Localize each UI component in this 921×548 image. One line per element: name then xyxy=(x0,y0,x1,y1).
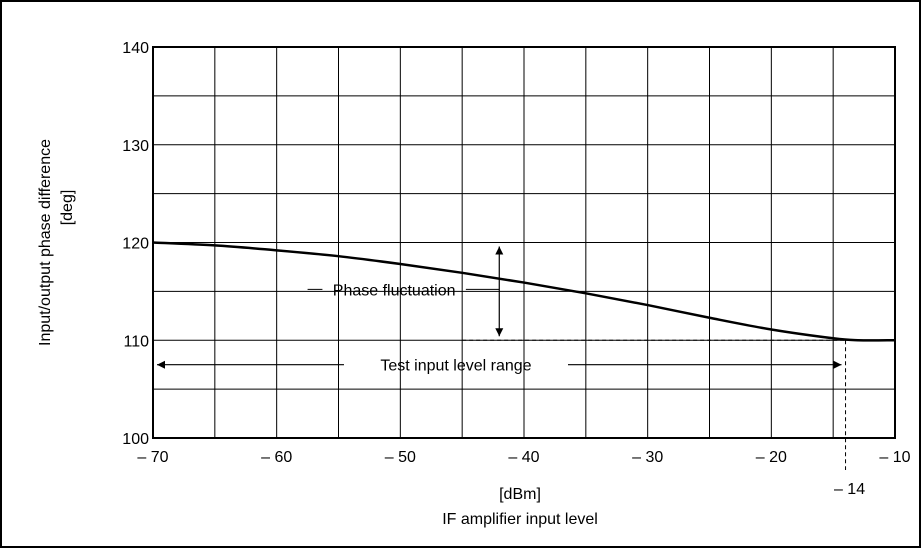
arrowhead xyxy=(157,360,165,369)
x-tick-label: – 70 xyxy=(137,449,168,466)
arrowhead xyxy=(495,328,504,337)
marker-label: – 14 xyxy=(834,481,865,498)
y-tick-label: 100 xyxy=(122,431,149,448)
x-tick-label: – 30 xyxy=(632,449,663,466)
x-tick-label: – 40 xyxy=(508,449,539,466)
y-tick-label: 140 xyxy=(122,40,149,57)
arrowhead xyxy=(833,360,842,369)
y-axis-unit: [deg] xyxy=(59,190,76,226)
y-tick-label: 130 xyxy=(122,138,149,155)
x-axis-label: IF amplifier input level xyxy=(442,511,598,528)
grid-lines xyxy=(153,47,895,438)
x-axis-unit: [dBm] xyxy=(499,486,541,503)
annotation-test-range: Test input level range xyxy=(380,358,531,375)
x-tick-label: – 50 xyxy=(385,449,416,466)
annotation-guides xyxy=(153,242,847,470)
x-tick-label: – 20 xyxy=(756,449,787,466)
arrowhead xyxy=(495,246,504,255)
series-line-phase-difference xyxy=(152,241,896,342)
x-tick-label: – 10 xyxy=(879,449,910,466)
annotation-phase-fluctuation: Phase fluctuation xyxy=(333,282,456,299)
x-axis-ticks: – 70 – 60 – 50 – 40 – 30 – 20 – 10 xyxy=(137,449,910,466)
y-axis-ticks: 100 110 120 130 140 xyxy=(122,40,149,448)
y-tick-label: 110 xyxy=(123,333,149,350)
y-axis-label: Input/output phase difference xyxy=(37,139,54,346)
y-tick-label: 120 xyxy=(122,236,149,253)
x-tick-label: – 60 xyxy=(261,449,292,466)
